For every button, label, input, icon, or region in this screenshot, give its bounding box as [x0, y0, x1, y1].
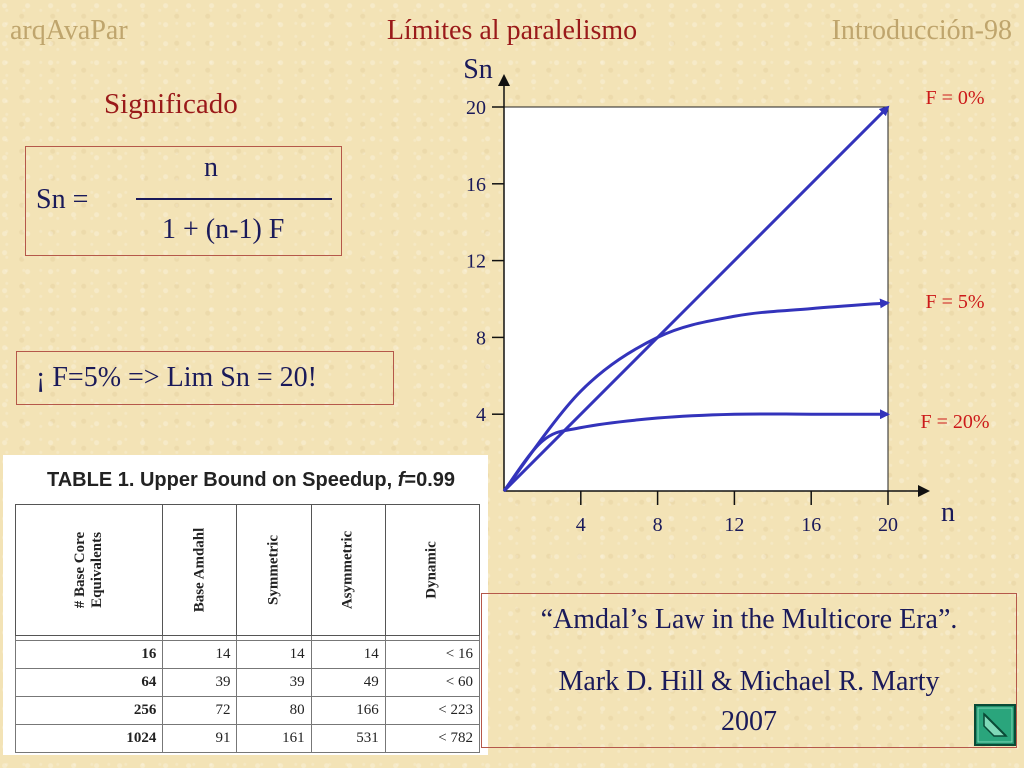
- col-header-dynamic: Dynamic: [384, 504, 481, 636]
- header-right: Introducción-98: [831, 15, 1012, 46]
- table-cell: 531: [310, 724, 386, 753]
- table-cell: < 223: [384, 696, 481, 725]
- header-left: arqAvaPar: [10, 15, 128, 46]
- table-cell: 14: [236, 640, 312, 669]
- series-line: [502, 105, 890, 493]
- table-cell: 14: [162, 640, 238, 669]
- limit-text: ¡ F=5% => Lim Sn = 20!: [36, 362, 317, 393]
- formula-denominator: 1 + (n-1) F: [162, 214, 285, 245]
- speedup-table: # Base Core Equivalents Base Amdahl Symme…: [14, 504, 481, 753]
- limit-box: [16, 351, 394, 405]
- table-caption: TABLE 1. Upper Bound on Speedup, f=0.99: [47, 469, 456, 491]
- subtitle: Significado: [104, 88, 238, 120]
- series-label: F = 0%: [925, 87, 984, 109]
- table-cell: 166: [310, 696, 386, 725]
- table-row: 1024 91 161 531 < 782: [14, 724, 481, 753]
- table-row: 16 14 14 14 < 16: [14, 640, 481, 669]
- citation-authors: Mark D. Hill & Michael R. Marty: [558, 666, 940, 697]
- table-cell: < 782: [384, 724, 481, 753]
- series-label: F = 5%: [925, 291, 984, 313]
- table-cell: 1024: [14, 724, 164, 753]
- citation-year: 2007: [721, 706, 777, 737]
- x-tick-label: 16: [801, 514, 821, 536]
- fraction-bar: [136, 198, 332, 200]
- col-header-base-core: # Base Core Equivalents: [14, 504, 164, 636]
- series-line: [502, 298, 890, 492]
- y-tick-label: 12: [466, 251, 486, 273]
- formula-numerator: n: [204, 152, 218, 183]
- table-cell: 256: [14, 696, 164, 725]
- table-cell: 39: [162, 668, 238, 697]
- formula-box: [25, 146, 342, 256]
- col-header-asymmetric: Asymmetric: [310, 504, 386, 636]
- table-cell: < 16: [384, 640, 481, 669]
- table-cell: 72: [162, 696, 238, 725]
- table-cell: 91: [162, 724, 238, 753]
- table-row: 256 72 80 166 < 223: [14, 696, 481, 725]
- table-cell: < 60: [384, 668, 481, 697]
- table-cell: 80: [236, 696, 312, 725]
- slide-title: Límites al paralelismo: [386, 15, 638, 46]
- citation-title: “Amdal’s Law in the Multicore Era”.: [540, 604, 958, 635]
- x-tick-label: 4: [576, 514, 586, 536]
- y-tick-label: 4: [476, 404, 486, 426]
- col-header-symmetric: Symmetric: [236, 504, 312, 636]
- next-slide-button[interactable]: [974, 704, 1016, 746]
- table-cell: 16: [14, 640, 164, 669]
- table-cell: 161: [236, 724, 312, 753]
- table-cell: 49: [310, 668, 386, 697]
- table-cell: 14: [310, 640, 386, 669]
- x-axis-label: n: [941, 497, 955, 528]
- y-tick-label: 16: [466, 174, 486, 196]
- citation-box: [481, 593, 1017, 748]
- y-tick-label: 20: [466, 97, 486, 119]
- col-header-base-amdahl: Base Amdahl: [162, 504, 238, 636]
- y-tick-label: 8: [476, 327, 486, 349]
- formula-lhs: Sn =: [36, 184, 89, 215]
- y-axis-label: Sn: [463, 54, 493, 85]
- series-label: F = 20%: [920, 411, 989, 433]
- table-cell: 64: [14, 668, 164, 697]
- x-tick-label: 20: [878, 514, 898, 536]
- series-line: [502, 409, 890, 492]
- table-row: 64 39 39 49 < 60: [14, 668, 481, 697]
- x-tick-label: 8: [653, 514, 663, 536]
- speedup-table-image: TABLE 1. Upper Bound on Speedup, f=0.99 …: [3, 455, 488, 755]
- table-cell: 39: [236, 668, 312, 697]
- x-tick-label: 12: [724, 514, 744, 536]
